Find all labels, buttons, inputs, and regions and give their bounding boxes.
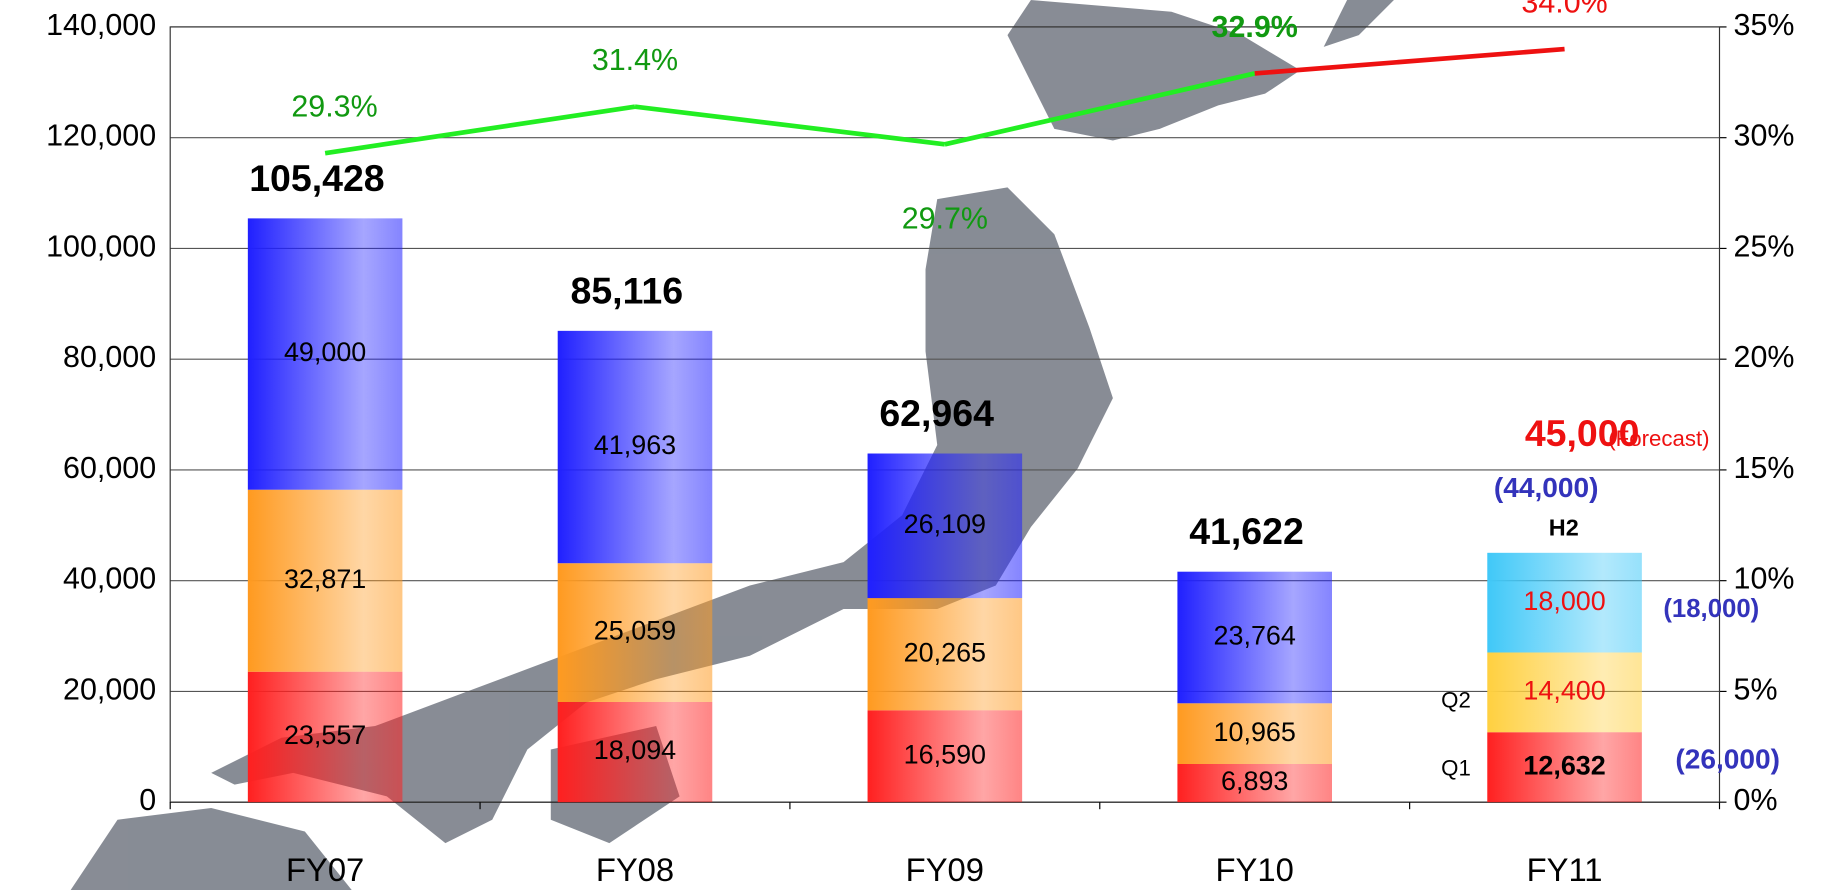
bar-segment <box>1487 552 1642 653</box>
y-tick-label: 100,000 <box>46 229 156 263</box>
bar-value-label: 14,400 <box>1523 675 1605 705</box>
annotation: (18,000) <box>1663 595 1759 623</box>
bar-value-label: 23,764 <box>1214 621 1296 651</box>
bar-segment <box>1177 571 1332 704</box>
bar-segment <box>867 710 1023 803</box>
y2-tick-label: 35% <box>1734 8 1795 42</box>
bar-value-label: 6,893 <box>1221 766 1288 796</box>
total-label: 45,000 <box>1525 412 1640 454</box>
y-tick-label: 0 <box>139 783 156 817</box>
bar-segment <box>867 598 1023 711</box>
bar-value-label: 32,871 <box>284 564 366 594</box>
bar-segment <box>867 453 1023 599</box>
bar-segment <box>1177 764 1332 803</box>
y2-tick-label: 25% <box>1734 229 1795 263</box>
x-tick-label: FY11 <box>1527 851 1603 888</box>
total-label: 105,428 <box>249 157 384 199</box>
bar-value-label: 49,000 <box>284 337 366 367</box>
y-tick-label: 40,000 <box>63 562 156 596</box>
bar-segment <box>247 489 403 672</box>
bar-segment <box>247 218 403 490</box>
bar-value-label: 25,059 <box>594 616 676 646</box>
y2-tick-label: 10% <box>1734 562 1795 596</box>
bar-segment <box>557 701 713 803</box>
bar-value-label: 12,632 <box>1523 750 1605 780</box>
y2-tick-label: 30% <box>1734 119 1795 153</box>
ratio-line-segment <box>324 104 636 156</box>
ratio-label: 34.0% <box>1521 0 1607 20</box>
y2-tick-label: 5% <box>1734 672 1778 706</box>
ratio-label: 29.7% <box>902 201 988 235</box>
bar-value-label: 10,965 <box>1214 717 1296 747</box>
ratio-line-segment <box>634 104 946 147</box>
ratio-label: 32.9% <box>1212 10 1298 44</box>
bar-value-label: 18,000 <box>1523 586 1605 616</box>
total-label: 62,964 <box>879 392 994 434</box>
bar-segment <box>247 671 403 803</box>
ratio-label: 31.4% <box>592 43 678 77</box>
annotation: (44,000) <box>1494 472 1599 503</box>
annotation: (26,000) <box>1675 744 1780 775</box>
annotation: Q2 <box>1441 687 1471 712</box>
ratio-line-segment <box>944 71 1256 147</box>
ratio-label: 29.3% <box>291 90 377 124</box>
annotation: (Forecast) <box>1608 426 1709 451</box>
bar-value-label: 18,094 <box>594 735 676 765</box>
total-label: 85,116 <box>571 269 684 311</box>
annotation: H2 <box>1549 515 1579 541</box>
bar-segment <box>1487 652 1642 733</box>
bar-value-label: 23,557 <box>284 720 366 750</box>
bar-segment <box>1177 703 1332 765</box>
y2-tick-label: 20% <box>1734 340 1795 374</box>
bar-segment <box>1487 732 1642 803</box>
y-tick-label: 60,000 <box>63 451 156 485</box>
x-tick-label: FY07 <box>286 851 364 888</box>
bar-value-label: 26,109 <box>904 509 986 539</box>
x-tick-label: FY10 <box>1216 851 1294 888</box>
plot: 0 20,000 40,000 60,000 80,000 100,000 120,000 1… <box>46 0 1794 888</box>
bar-value-label: 20,265 <box>904 637 986 667</box>
y2-tick-label: 0% <box>1734 783 1778 817</box>
y-tick-label: 20,000 <box>63 672 156 706</box>
annotation: Q1 <box>1441 755 1471 780</box>
y2-tick-label: 15% <box>1734 451 1795 485</box>
bar-value-label: 16,590 <box>904 739 986 769</box>
y-tick-label: 120,000 <box>46 119 156 153</box>
total-label: 41,622 <box>1189 510 1304 552</box>
x-tick-label: FY08 <box>596 851 674 888</box>
y-tick-label: 140,000 <box>46 8 156 42</box>
y-tick-label: 80,000 <box>63 340 156 374</box>
bar-value-label: 41,963 <box>594 430 676 460</box>
ratio-line-segment <box>1254 46 1565 76</box>
bar-segment <box>557 563 713 702</box>
x-tick-label: FY09 <box>906 851 984 888</box>
bar-segment <box>557 330 713 564</box>
